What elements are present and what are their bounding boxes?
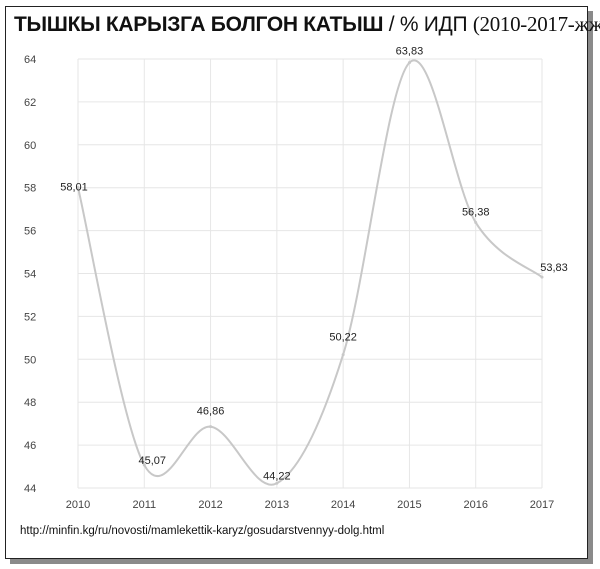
x-tick-label: 2014 [331,499,355,511]
chart-title-main: ТЫШКЫ КАРЫЗГА БОЛГОН КАТЫШ [14,13,384,36]
y-tick-label: 60 [24,140,36,152]
y-tick-label: 52 [24,311,36,323]
series-line [77,59,543,486]
y-tick-label: 58 [24,183,36,195]
x-tick-label: 2012 [198,499,222,511]
x-tick-label: 2015 [397,499,421,511]
data-point [540,275,544,279]
data-label: 53,83 [540,262,568,274]
x-tick-label: 2016 [463,499,487,511]
y-tick-label: 64 [24,54,36,66]
y-tick-label: 46 [24,440,36,452]
data-point [341,353,345,357]
data-label: 56,38 [462,206,490,218]
data-label: 50,22 [329,332,357,344]
x-tick-label: 2013 [265,499,289,511]
y-tick-label: 48 [24,397,36,409]
data-label: 58,01 [60,181,88,193]
y-tick-label: 62 [24,97,36,109]
chart-title-unit: / % ИДП [388,13,468,36]
data-point [142,463,146,467]
chart-frame [5,6,588,559]
data-label: 63,83 [396,46,424,58]
y-tick-label: 56 [24,226,36,238]
chart-title-years: (2010-2017-жж.) [472,12,600,36]
chart-title: ТЫШКЫ КАРЫЗГА БОЛГОН КАТЫШ / % ИДП (2010… [14,12,600,37]
x-tick-label: 2017 [530,499,554,511]
data-label: 46,86 [197,406,225,418]
data-point [275,481,279,485]
data-point [209,425,213,429]
source-link[interactable]: http://minfin.kg/ru/novosti/mamlekettik-… [20,525,385,537]
y-tick-label: 54 [24,269,36,281]
data-point [474,220,478,224]
data-label: 45,07 [139,455,167,467]
data-point [76,185,80,189]
x-tick-label: 2011 [132,499,156,511]
x-tick-label: 2010 [66,499,90,511]
y-tick-label: 50 [24,354,36,366]
data-point [407,61,411,65]
y-tick-label: 44 [24,483,36,495]
data-label: 44,22 [263,470,291,482]
